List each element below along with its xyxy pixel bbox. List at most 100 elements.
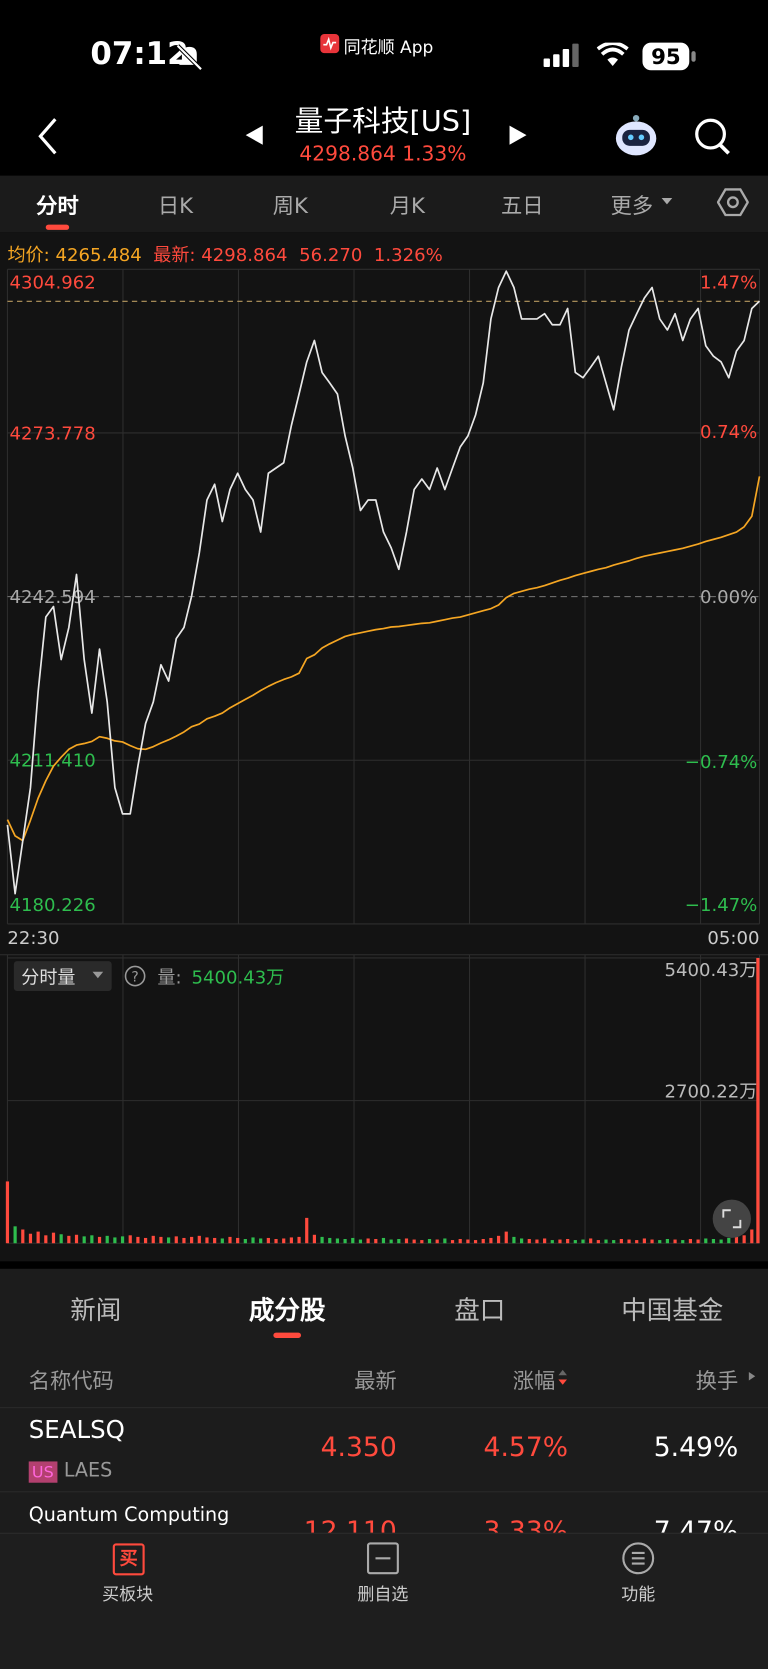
- section-tab[interactable]: 中国基金: [621, 1295, 724, 1326]
- volume-bar: [404, 1238, 409, 1244]
- battery: 95: [642, 42, 690, 71]
- dropdown-caret: [92, 971, 104, 979]
- volume-bar: [82, 1236, 86, 1244]
- header-change: 1.33%: [402, 142, 467, 167]
- section-indicator: [273, 1332, 302, 1338]
- volume-bar: [51, 1232, 56, 1244]
- volume-bar: [711, 1239, 716, 1244]
- volume-bar: [182, 1237, 186, 1244]
- nav-label[interactable]: 删自选: [357, 1583, 409, 1605]
- tab[interactable]: 日K: [157, 192, 194, 219]
- stock-code: LAES: [63, 1459, 113, 1482]
- section-tab[interactable]: 成分股: [248, 1295, 326, 1326]
- tab[interactable]: 月K: [389, 192, 426, 219]
- nav-icon[interactable]: [366, 1541, 400, 1575]
- volume-bar: [335, 1238, 340, 1244]
- volume-bar: [719, 1239, 723, 1244]
- expand-button: [712, 1199, 751, 1238]
- stock-name[interactable]: SEALSQ: [28, 1416, 125, 1445]
- volume-bar: [90, 1235, 94, 1244]
- nav-label[interactable]: 买板块: [102, 1583, 154, 1605]
- tab[interactable]: 更多: [610, 192, 654, 219]
- settings-button[interactable]: [716, 187, 749, 217]
- volume-bar: [113, 1237, 117, 1244]
- volume-bar: [466, 1239, 470, 1244]
- volume-bar: [389, 1239, 393, 1244]
- nav-label[interactable]: 功能: [621, 1583, 656, 1605]
- avg-value: 4265.484: [55, 244, 142, 267]
- volume-bar: [420, 1240, 424, 1244]
- table-header[interactable]: 涨幅: [512, 1367, 556, 1394]
- volume-bar: [97, 1236, 102, 1244]
- status-time: 07:12: [90, 35, 189, 72]
- volume-bar: [612, 1240, 616, 1244]
- volume-bar: [105, 1235, 109, 1244]
- section-tab[interactable]: 新闻: [70, 1295, 122, 1326]
- volume-bar: [28, 1233, 33, 1244]
- volume-bar: [120, 1236, 125, 1244]
- volume-bar: [489, 1237, 493, 1244]
- robot-button[interactable]: [613, 113, 660, 160]
- table-header: 名称代码: [28, 1367, 114, 1394]
- volume-bar: [128, 1235, 132, 1244]
- volume-bar: [450, 1240, 455, 1244]
- change-pct: 1.326%: [373, 244, 443, 267]
- chart-info: 均价: 4265.484 最新: 4298.864 56.270 1.326%: [7, 239, 442, 266]
- stock-price: 4.350: [320, 1431, 397, 1463]
- volume-bar: [259, 1238, 263, 1244]
- volume-bar: [374, 1239, 378, 1244]
- volume-bar: [635, 1240, 639, 1244]
- market-tag: US: [28, 1461, 57, 1483]
- volume-bar: [13, 1226, 17, 1244]
- volume-bar: [289, 1237, 293, 1244]
- volume-bar: [190, 1236, 194, 1244]
- volume-bar: [44, 1235, 48, 1244]
- nav-icon[interactable]: 买: [112, 1543, 145, 1576]
- y2-tick-label: −0.74%: [685, 752, 758, 773]
- volume-bar: [727, 1237, 731, 1244]
- volume-bar: [696, 1239, 700, 1244]
- volume-bar: [366, 1238, 370, 1244]
- y-tick-label: 4180.226: [10, 895, 96, 916]
- volume-bar: [236, 1237, 240, 1244]
- tab[interactable]: 周K: [272, 192, 309, 219]
- prev-button[interactable]: [243, 123, 266, 146]
- volume-bar: [220, 1238, 224, 1244]
- volume-bar: [642, 1238, 646, 1244]
- volume-bar: [473, 1240, 478, 1244]
- chart: 4304.962 4273.778 4242.594 4211.410 4180.226…: [0, 268, 768, 1244]
- volume-bar: [320, 1236, 324, 1244]
- y2-tick-label: 1.47%: [700, 272, 757, 293]
- volume-bar: [427, 1239, 432, 1244]
- back-button[interactable]: [32, 115, 64, 158]
- tab[interactable]: 五日: [501, 192, 544, 219]
- change-value: 56.270: [299, 244, 363, 267]
- table-header[interactable]: 换手: [695, 1367, 739, 1394]
- volume-bar: [305, 1217, 309, 1244]
- nav-icon[interactable]: [621, 1541, 655, 1575]
- volume-bar: [566, 1239, 570, 1244]
- volume-bar: [412, 1239, 416, 1244]
- section-tab[interactable]: 盘口: [454, 1295, 506, 1326]
- next-button[interactable]: [506, 123, 529, 146]
- volume-bar: [5, 1181, 10, 1244]
- volume-bar: [59, 1234, 63, 1244]
- search-button[interactable]: [691, 115, 734, 158]
- volume-selector: [13, 961, 112, 991]
- tab[interactable]: 分时: [36, 192, 79, 219]
- caret: [661, 197, 673, 205]
- stock-name[interactable]: Quantum Computing: [28, 1504, 230, 1527]
- volume-bar: [458, 1239, 462, 1244]
- volume-bar: [581, 1239, 585, 1244]
- volume-bar: [74, 1234, 79, 1244]
- volume-value: 5400.43万: [191, 968, 284, 989]
- volume-bar: [520, 1238, 524, 1244]
- tab-indicator: [45, 224, 70, 230]
- volume-bar: [543, 1238, 547, 1244]
- volume-bar: [619, 1239, 623, 1244]
- volume-bar: [527, 1239, 531, 1244]
- expand-icon: [722, 1209, 742, 1229]
- y2-tick-label: 0.74%: [700, 422, 757, 443]
- y-tick-label: 4242.594: [10, 587, 96, 608]
